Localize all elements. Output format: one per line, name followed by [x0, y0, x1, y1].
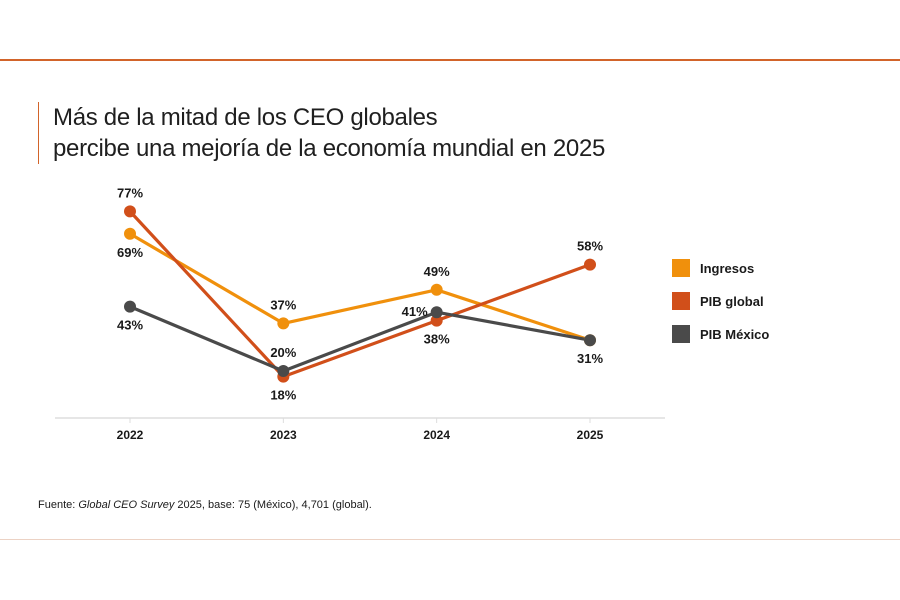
data-label-pib-global-2022: 77%	[117, 185, 143, 200]
data-label-pib-m-xico-2023: 20%	[270, 345, 296, 360]
source-prefix: Fuente:	[38, 499, 79, 511]
legend-item-ingresos: Ingresos	[672, 258, 769, 278]
data-point-pib-global-2022	[124, 205, 136, 218]
legend: Ingresos PIB global PIB México	[672, 258, 769, 357]
data-label-ingresos-2024: 49%	[424, 264, 450, 279]
legend-swatch-pib-global	[672, 292, 690, 310]
data-point-pib-global-2024	[430, 314, 443, 327]
title-line-1: Más de la mitad de los CEO globales	[53, 104, 438, 131]
x-tick-label-2023: 2023	[270, 428, 297, 442]
data-label-ingresos-2023: 37%	[270, 297, 296, 312]
legend-item-pib-mexico: PIB México	[672, 324, 769, 344]
legend-swatch-pib-mexico	[672, 325, 690, 343]
data-point-pib-m-xico-2024	[430, 306, 443, 319]
series-line-pib-global	[128, 210, 591, 379]
series-line-ingresos	[129, 232, 591, 342]
data-point-pib-m-xico-2025	[584, 334, 596, 347]
data-label-pib-global-2024: 38%	[424, 332, 450, 347]
legend-label-pib-mexico: PIB México	[700, 326, 770, 342]
data-point-pib-global-2025	[584, 258, 596, 271]
data-point-pib-m-xico-2022	[124, 300, 136, 313]
series-line-pib-m-xico	[129, 305, 591, 373]
legend-label-pib-global: PIB global	[700, 293, 764, 309]
legend-swatch-ingresos	[672, 259, 690, 277]
data-point-ingresos-2024	[430, 283, 443, 296]
data-label-pib-m-xico-2025: 31%	[577, 351, 603, 366]
data-label-pib-m-xico-2024: 41%	[402, 304, 428, 319]
data-label-pib-global-2023: 18%	[270, 388, 296, 403]
top-divider	[0, 59, 900, 61]
source-note: Fuente: Global CEO Survey 2025, base: 75…	[38, 499, 372, 511]
legend-label-ingresos: Ingresos	[700, 260, 755, 276]
data-point-ingresos-2022	[124, 227, 136, 240]
source-suffix: 2025, base: 75 (México), 4,701 (global).	[174, 499, 372, 511]
x-tick-label-2025: 2025	[577, 428, 604, 442]
x-tick-label-2022: 2022	[117, 428, 144, 442]
bottom-divider	[0, 539, 900, 540]
data-label-pib-m-xico-2022: 43%	[117, 318, 143, 333]
x-tick-label-2024: 2024	[423, 428, 450, 442]
source-survey-name: Global CEO Survey	[78, 499, 175, 511]
chart-title: Más de la mitad de los CEO globales perc…	[38, 102, 605, 164]
data-label-pib-global-2025: 58%	[577, 239, 603, 254]
data-point-ingresos-2023	[277, 317, 290, 330]
title-line-2: percibe una mejoría de la economía mundi…	[53, 135, 606, 162]
data-point-pib-m-xico-2023	[277, 365, 290, 377]
legend-item-pib-global: PIB global	[672, 291, 769, 311]
data-label-ingresos-2022: 69%	[117, 245, 143, 260]
